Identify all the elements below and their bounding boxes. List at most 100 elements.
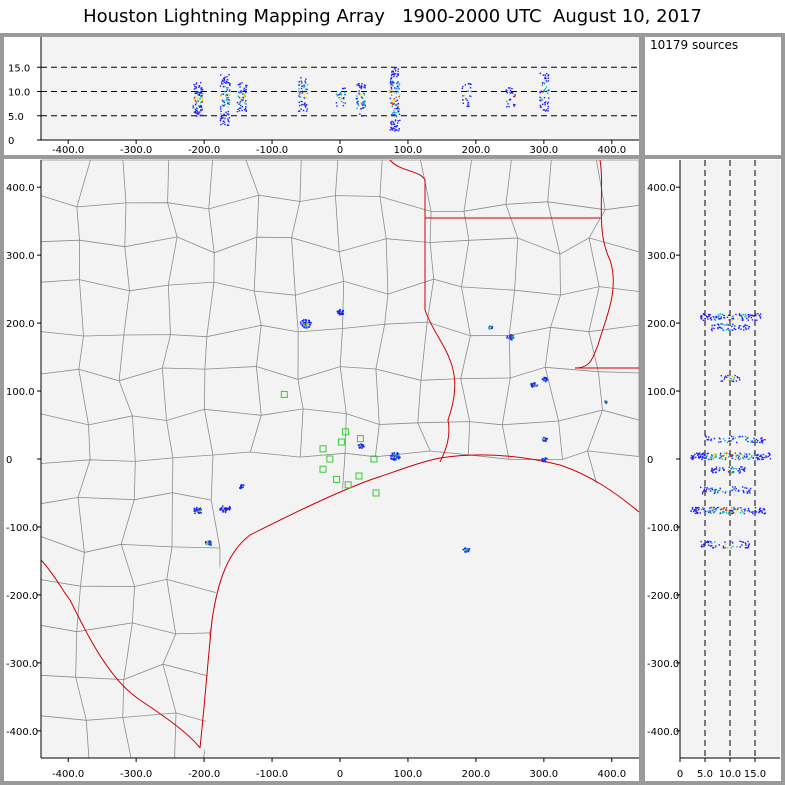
side-source-point: [744, 542, 747, 544]
altitude-source-point: [514, 94, 516, 96]
lma-station-marker: [319, 465, 327, 473]
altitude-source-point: [360, 86, 363, 89]
altitude-source-point: [543, 90, 545, 92]
side-source-point: [747, 545, 750, 548]
side-source-point: [723, 317, 726, 319]
side-source-point: [717, 489, 720, 492]
altitude-source-point: [299, 96, 301, 98]
side-source-point: [699, 512, 702, 514]
side-source-point: [707, 544, 710, 546]
side-source-point: [710, 317, 712, 319]
altitude-source-point: [506, 92, 508, 94]
side-source-point: [710, 439, 712, 442]
altitude-source-point: [244, 96, 246, 98]
altitude-source-point: [539, 106, 541, 108]
altitude-source-point: [306, 108, 308, 110]
plan-x-tick-label: -100.0: [256, 769, 288, 780]
side-source-point: [717, 491, 719, 494]
altitude-source-point: [363, 86, 365, 88]
side-source-point: [707, 318, 709, 320]
plan-source-point: [361, 444, 363, 447]
altitude-source-point: [509, 92, 512, 94]
side-source-point: [744, 324, 746, 327]
altitude-source-point: [396, 73, 399, 76]
altitude-source-point: [393, 110, 395, 112]
altitude-source-point: [304, 104, 306, 106]
lma-station-marker: [326, 455, 334, 463]
side-source-point: [721, 327, 723, 329]
side-source-point: [724, 492, 727, 494]
side-source-point: [748, 544, 750, 546]
side-source-point: [693, 509, 695, 511]
altitude-source-point: [196, 102, 198, 104]
side-source-point: [730, 540, 733, 543]
side-source-point: [724, 541, 726, 543]
side-source-point: [731, 454, 733, 456]
plan-source-point: [305, 320, 307, 322]
altitude-source-point: [338, 93, 341, 96]
altitude-source-point: [241, 109, 243, 112]
side-source-point: [759, 455, 761, 458]
altitude-source-point: [201, 94, 203, 97]
plan-source-point: [195, 510, 198, 513]
side-source-point: [715, 545, 717, 547]
side-source-point: [750, 314, 752, 317]
altitude-source-point: [390, 102, 392, 104]
altitude-source-point: [237, 95, 239, 98]
side-source-point: [735, 313, 737, 316]
side-source-point: [698, 507, 700, 509]
side-source-point: [706, 316, 708, 318]
side-source-point: [751, 511, 753, 513]
plan-y-tick-label: -200.0: [6, 591, 38, 602]
plan-source-point: [208, 541, 210, 544]
altitude-source-point: [397, 111, 399, 113]
altitude-source-point: [358, 83, 360, 85]
side-source-point: [759, 317, 762, 319]
plan-source-point: [541, 457, 544, 460]
plan-source-point: [389, 455, 392, 457]
side-source-point: [734, 513, 737, 515]
altitude-source-point: [509, 87, 511, 89]
plan-source-point: [301, 324, 304, 326]
altitude-source-point: [229, 90, 231, 93]
plan-view-panel: -400.0 -300.0 -200.0 -100.0 0 100.0 200.0 300.0…: [4, 159, 639, 781]
side-source-point: [758, 508, 761, 511]
altitude-source-point: [356, 103, 359, 105]
side-y-tick-label: -300.0: [647, 659, 679, 670]
altitude-source-point: [220, 110, 222, 113]
side-source-point: [718, 437, 720, 439]
side-source-point: [723, 506, 725, 509]
side-source-point: [728, 513, 730, 515]
side-source-point: [713, 437, 716, 440]
altitude-source-point: [542, 103, 544, 106]
side-source-point: [744, 327, 747, 329]
side-source-point: [748, 543, 751, 545]
altitude-y-tick-label: 10.0: [8, 88, 30, 99]
side-source-point: [707, 438, 710, 441]
altitude-source-point: [300, 108, 302, 110]
side-source-point: [768, 452, 771, 455]
side-source-point: [755, 454, 758, 456]
altitude-source-point: [236, 101, 239, 104]
plan-source-point: [394, 455, 396, 457]
altitude-source-point: [241, 99, 244, 101]
plan-y-tick-label: 100.0: [6, 387, 35, 398]
altitude-source-point: [540, 90, 543, 92]
altitude-source-point: [194, 85, 196, 88]
side-source-point: [701, 492, 704, 495]
plan-source-point: [468, 550, 470, 552]
side-source-point: [736, 546, 738, 548]
altitude-source-point: [392, 90, 394, 93]
altitude-source-point: [464, 84, 467, 86]
altitude-source-point: [547, 74, 550, 76]
altitude-source-point: [227, 118, 229, 120]
side-source-point: [728, 453, 731, 455]
plan-source-point: [531, 385, 533, 388]
side-source-point: [748, 509, 750, 512]
side-source-point: [749, 492, 751, 494]
plan-source-point: [397, 452, 400, 455]
plan-source-point: [194, 508, 196, 511]
side-source-point: [746, 453, 748, 456]
side-source-point: [712, 316, 714, 318]
altitude-source-point: [547, 75, 549, 77]
